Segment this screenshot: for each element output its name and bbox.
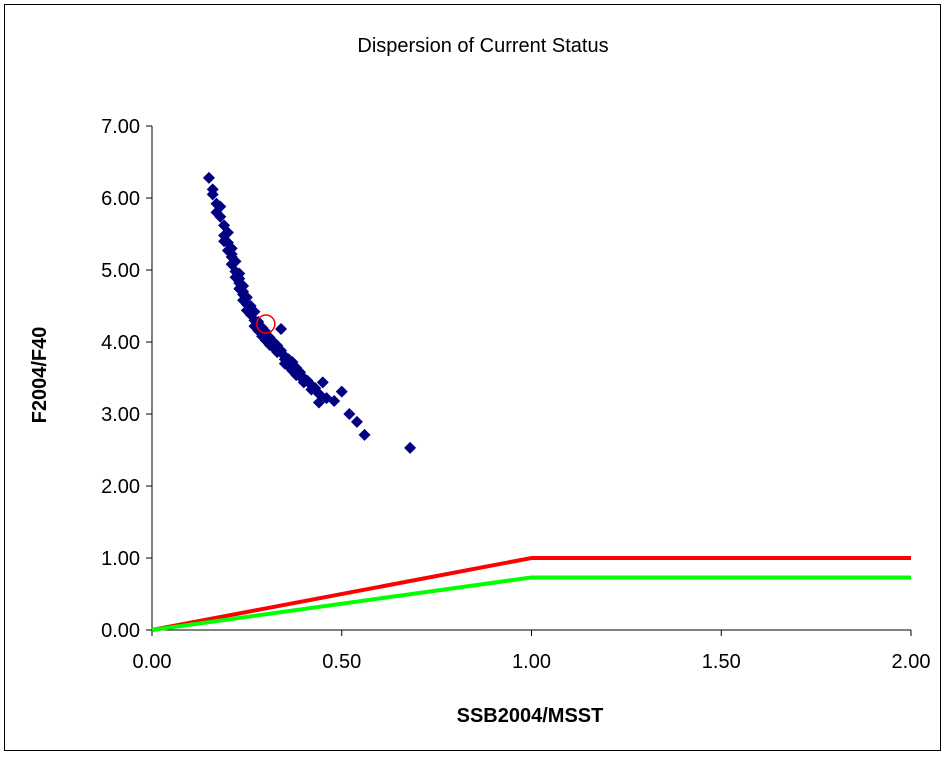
mean-point-marker [256, 314, 276, 334]
scatter-point [244, 302, 257, 315]
scatter-point [328, 395, 341, 408]
scatter-point [221, 226, 234, 239]
y-tick-label: 1.00 [101, 548, 140, 570]
scatter-point [237, 285, 250, 298]
limit-line-green [151, 575, 911, 632]
scatter-point [305, 383, 318, 396]
y-tick-label: 4.00 [101, 332, 140, 354]
x-tick-label: 0.50 [322, 651, 361, 673]
scatter-point [225, 248, 238, 261]
y-tick-label: 7.00 [101, 116, 140, 138]
scatter-point [218, 235, 231, 248]
y-tick-label: 6.00 [101, 188, 140, 210]
scatter-point [286, 360, 299, 373]
scatter-point [350, 415, 363, 428]
x-tick-label: 1.50 [702, 651, 741, 673]
scatter-point [202, 171, 215, 184]
scatter-point [233, 272, 246, 285]
scatter-point [316, 376, 329, 389]
y-tick-label: 5.00 [101, 260, 140, 282]
scatter-point [252, 318, 265, 331]
plot-area: 0.00 1.00 2.00 3.00 4.00 5.00 6.00 7.00 0.00 0.50… [101, 116, 930, 673]
y-tick-label: 0.00 [101, 620, 140, 642]
scatter-point [229, 255, 242, 268]
x-tick-label: 0.00 [133, 651, 172, 673]
x-tick-label: 2.00 [892, 651, 931, 673]
scatter-point [294, 370, 307, 383]
y-tick-label: 3.00 [101, 404, 140, 426]
y-axis-label: F2004/F40 [29, 327, 51, 424]
scatter-point [335, 385, 348, 398]
scatter-point [210, 206, 223, 219]
scatter-point [358, 428, 371, 441]
scatter-point [206, 188, 219, 201]
scatter-point [275, 323, 288, 336]
scatter-point [267, 338, 280, 351]
limit-line-red [151, 556, 911, 632]
scatter-point [343, 408, 356, 420]
scatter-point [278, 353, 291, 366]
chart-title: Dispersion of Current Status [357, 35, 608, 57]
scatter-point [404, 441, 417, 454]
y-tick-label: 2.00 [101, 476, 140, 498]
x-tick-label: 1.00 [512, 651, 551, 673]
x-axis-label: SSB2004/MSST [457, 705, 604, 727]
